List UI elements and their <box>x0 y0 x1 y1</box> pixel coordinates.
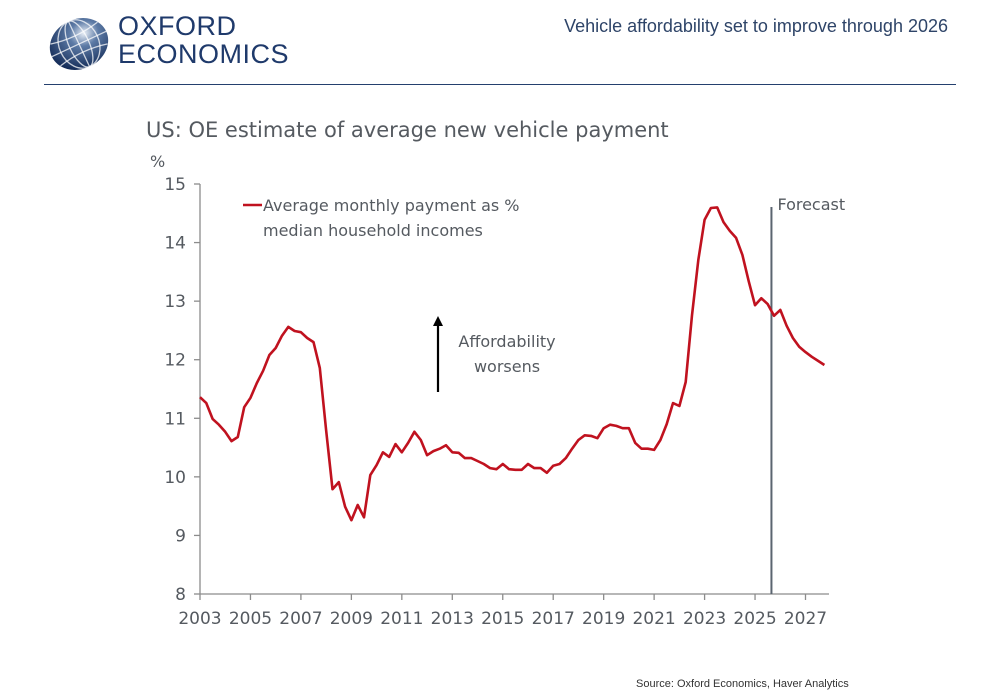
brand-line-1: OXFORD <box>118 11 237 41</box>
x-tick-label: 2021 <box>632 609 675 629</box>
y-tick-label: 14 <box>164 234 186 254</box>
x-tick-label: 2003 <box>178 609 221 629</box>
chart-title: US: OE estimate of average new vehicle p… <box>146 118 669 142</box>
affordability-annotation: Affordability worsens <box>433 316 556 392</box>
x-tick-label: 2013 <box>431 609 474 629</box>
y-tick-label: 15 <box>164 175 186 195</box>
y-axis-unit-label: % <box>150 152 165 171</box>
x-tick-label: 2025 <box>733 609 776 629</box>
legend-label-line-1: Average monthly payment as % <box>263 196 520 215</box>
x-tick-label: 2027 <box>784 609 827 629</box>
legend-label-line-2: median household incomes <box>263 221 483 240</box>
x-tick-label: 2019 <box>582 609 625 629</box>
x-tick-label: 2009 <box>330 609 373 629</box>
oxford-economics-logo: OXFORD ECONOMICS <box>46 12 326 74</box>
globe-icon <box>49 18 109 70</box>
x-tick-label: 2023 <box>683 609 726 629</box>
x-tick-label: 2007 <box>279 609 322 629</box>
source-note: Source: Oxford Economics, Haver Analytic… <box>636 678 849 690</box>
forecast-group: Forecast <box>770 195 845 594</box>
brand-line-2: ECONOMICS <box>118 39 290 69</box>
header-divider <box>44 84 956 85</box>
x-tick-label: 2005 <box>229 609 272 629</box>
brand-name: OXFORD ECONOMICS <box>118 12 289 68</box>
annotation-line-2: worsens <box>474 357 540 376</box>
y-tick-label: 12 <box>164 351 186 371</box>
annotation-line-1: Affordability <box>458 332 555 351</box>
y-tick-label: 13 <box>164 292 186 312</box>
x-tick-label: 2015 <box>481 609 524 629</box>
y-tick-label: 10 <box>164 468 186 488</box>
y-tick-label: 8 <box>175 585 186 605</box>
x-tick-label: 2011 <box>380 609 423 629</box>
arrow-head <box>433 316 443 326</box>
y-tick-label: 11 <box>164 409 186 429</box>
y-tick-label: 9 <box>175 526 186 546</box>
axes: 8 9 10 11 12 13 14 15 2003 2005 2007 2009 2011 2013 20… <box>164 175 829 629</box>
x-tick-label: 2017 <box>532 609 575 629</box>
series-line-payment-share <box>199 206 826 522</box>
forecast-label: Forecast <box>777 195 845 214</box>
page-title: Vehicle affordability set to improve thr… <box>564 16 948 36</box>
legend: Average monthly payment as % median hous… <box>243 196 520 240</box>
